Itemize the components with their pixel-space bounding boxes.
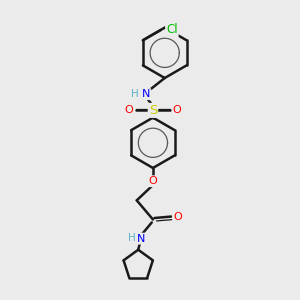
Text: N: N	[137, 234, 146, 244]
Text: H: H	[131, 89, 139, 99]
Text: O: O	[148, 176, 157, 186]
Text: H: H	[128, 233, 135, 243]
Text: O: O	[124, 105, 133, 116]
Text: O: O	[173, 212, 182, 221]
Text: S: S	[149, 104, 157, 117]
Text: O: O	[173, 105, 182, 116]
Text: Cl: Cl	[166, 23, 178, 36]
Text: N: N	[142, 89, 150, 99]
